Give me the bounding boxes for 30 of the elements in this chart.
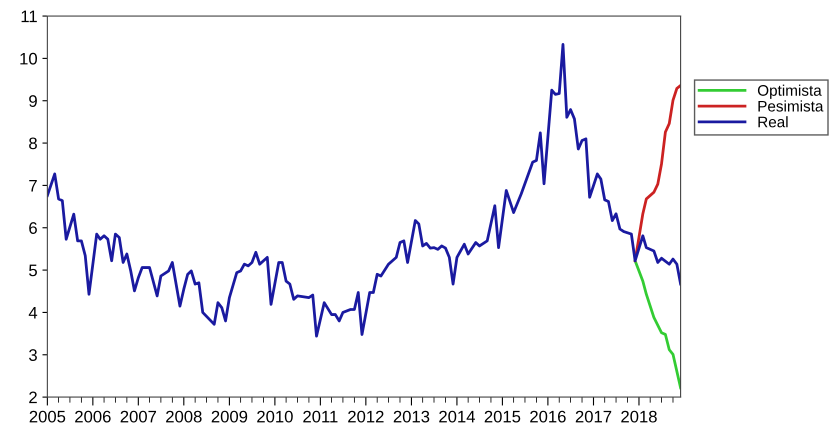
x-tick-label: 2016 bbox=[530, 410, 566, 423]
x-tick-label: 2006 bbox=[75, 410, 111, 423]
y-tick-label: 11 bbox=[22, 10, 37, 22]
x-tick-label: 2008 bbox=[166, 410, 202, 423]
legend-label: Optimista bbox=[758, 84, 822, 99]
x-tick-label: 2017 bbox=[576, 410, 612, 423]
x-tick-label: 2014 bbox=[439, 410, 475, 423]
legend-label: Pesimista bbox=[758, 100, 824, 112]
x-tick-label: 2018 bbox=[621, 410, 657, 423]
x-tick-label: 2015 bbox=[484, 410, 520, 423]
y-tick-label: 10 bbox=[20, 52, 37, 65]
y-tick-label: 2 bbox=[29, 392, 37, 404]
y-tick-label: 3 bbox=[29, 349, 37, 361]
y-tick-label: 6 bbox=[29, 222, 37, 234]
x-tick-label: 2010 bbox=[257, 410, 293, 423]
y-tick-label: 4 bbox=[28, 307, 38, 318]
x-tick-label: 2005 bbox=[30, 410, 66, 423]
y-tick-label: 5 bbox=[29, 264, 37, 276]
x-tick-label: 2011 bbox=[303, 410, 338, 423]
line-series bbox=[634, 84, 681, 262]
y-tick-label: 7 bbox=[29, 180, 37, 192]
line-series bbox=[47, 43, 681, 338]
x-tick-label: 2013 bbox=[394, 410, 430, 423]
y-tick-label: 8 bbox=[29, 137, 37, 150]
x-tick-label: 2012 bbox=[348, 410, 384, 423]
x-tick-label: 2007 bbox=[120, 410, 156, 423]
x-tick-label: 2009 bbox=[212, 410, 248, 423]
y-tick-label: 9 bbox=[29, 95, 37, 107]
legend-label: Real bbox=[758, 116, 788, 128]
line-series bbox=[634, 259, 681, 390]
